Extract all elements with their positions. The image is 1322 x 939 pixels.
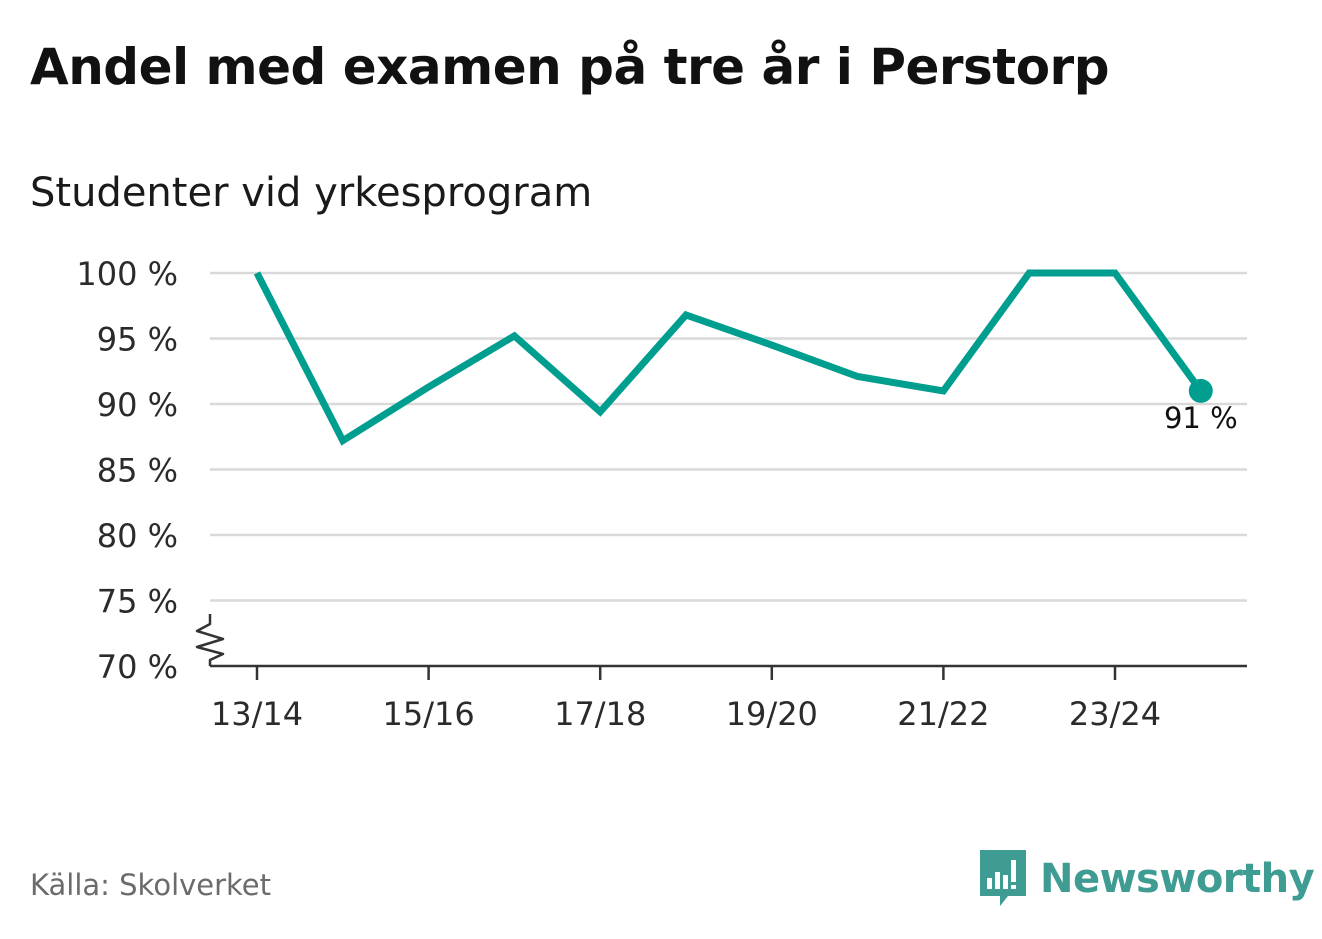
y-tick-label: 95 % bbox=[97, 321, 178, 359]
data-point bbox=[1188, 378, 1213, 403]
data-point bbox=[683, 311, 690, 318]
data-point bbox=[940, 387, 947, 394]
y-tick-label: 75 % bbox=[97, 583, 178, 621]
y-axis-labels: 100 % 95 % 90 % 85 % 80 % 75 % 70 % bbox=[76, 255, 178, 686]
data-point bbox=[1112, 270, 1119, 277]
data-point bbox=[254, 270, 261, 277]
data-point bbox=[511, 332, 518, 339]
x-tick-label: 21/22 bbox=[897, 695, 989, 733]
y-tick-label: 100 % bbox=[76, 255, 178, 293]
x-tick-label: 17/18 bbox=[554, 695, 646, 733]
axis-break-mark bbox=[195, 614, 225, 666]
y-tick-label: 90 % bbox=[97, 386, 178, 424]
data-point bbox=[1026, 270, 1033, 277]
y-tick-label: 80 % bbox=[97, 517, 178, 555]
data-point bbox=[425, 383, 432, 390]
last-value-label: 91 % bbox=[1164, 401, 1238, 435]
brand-name: Newsworthy bbox=[1040, 856, 1315, 902]
series-line bbox=[253, 269, 1204, 446]
chart-title: Andel med examen på tre år i Perstorp bbox=[30, 38, 1110, 96]
x-tick-label: 13/14 bbox=[211, 695, 303, 733]
x-axis-labels: 13/14 15/16 17/18 19/20 21/22 23/24 bbox=[211, 695, 1161, 733]
data-point bbox=[854, 373, 861, 380]
data-point bbox=[768, 342, 775, 349]
y-tick-label: 70 % bbox=[97, 648, 178, 686]
series bbox=[253, 269, 1204, 446]
y-tick-label: 85 % bbox=[97, 452, 178, 490]
newsworthy-logo-icon bbox=[980, 850, 1026, 906]
x-axis bbox=[195, 614, 1247, 680]
chart-subtitle: Studenter vid yrkesprogram bbox=[30, 170, 593, 216]
x-tick-label: 23/24 bbox=[1069, 695, 1161, 733]
brand-logo: Newsworthy bbox=[978, 848, 1315, 910]
data-point bbox=[597, 408, 604, 415]
x-tick-label: 19/20 bbox=[726, 695, 818, 733]
data-point bbox=[339, 437, 346, 444]
grid-lines bbox=[210, 271, 1247, 602]
source-note: Källa: Skolverket bbox=[30, 868, 272, 902]
point-marks: 91 % bbox=[254, 270, 1238, 444]
x-tick-label: 15/16 bbox=[382, 695, 474, 733]
